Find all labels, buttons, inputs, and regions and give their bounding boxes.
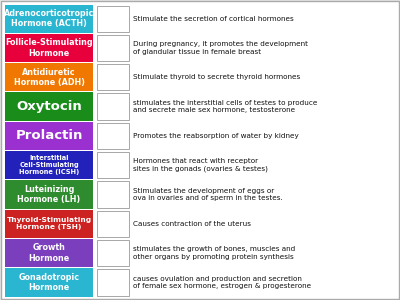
Text: Stimulates the development of eggs or
ova in ovaries and of sperm in the testes.: Stimulates the development of eggs or ov… (133, 188, 283, 201)
Text: Oxytocin: Oxytocin (16, 100, 82, 113)
Bar (97, 269, 129, 296)
Bar (5, 268, 93, 296)
Bar (97, 64, 129, 90)
Text: During pregnancy, it promotes the development
of glandular tissue in female brea: During pregnancy, it promotes the develo… (133, 41, 308, 55)
Text: Stimulate thyroid to secrete thyroid hormones: Stimulate thyroid to secrete thyroid hor… (133, 74, 300, 80)
Text: Follicle-Stimulating
Hormone: Follicle-Stimulating Hormone (5, 38, 93, 58)
Text: Thyroid-Stimulating
Hormone (TSH): Thyroid-Stimulating Hormone (TSH) (6, 217, 92, 230)
Text: stimulates the interstitial cells of testes to produce
and secrete male sex horm: stimulates the interstitial cells of tes… (133, 100, 317, 113)
Text: Stimulate the secretion of cortical hormones: Stimulate the secretion of cortical horm… (133, 16, 294, 22)
Bar (5, 180, 93, 208)
Bar (97, 93, 129, 120)
Bar (5, 122, 93, 150)
Bar (5, 210, 93, 238)
Bar (97, 123, 129, 149)
Bar (97, 181, 129, 208)
Bar (5, 34, 93, 62)
Text: Luteinizing
Hormone (LH): Luteinizing Hormone (LH) (17, 185, 81, 204)
Bar (5, 239, 93, 267)
Text: Promotes the reabsorption of water by kidney: Promotes the reabsorption of water by ki… (133, 133, 299, 139)
Text: Antidiuretic
Hormone (ADH): Antidiuretic Hormone (ADH) (14, 68, 84, 87)
Text: Causes contraction of the uterus: Causes contraction of the uterus (133, 221, 251, 227)
Bar (97, 35, 129, 61)
Text: Gonadotropic
Hormone: Gonadotropic Hormone (18, 273, 80, 292)
Bar (97, 211, 129, 237)
Text: causes ovulation and production and secretion
of female sex hormone, estrogen & : causes ovulation and production and secr… (133, 276, 311, 289)
Bar (5, 151, 93, 179)
Text: stimulates the growth of bones, muscles and
other organs by promoting protein sy: stimulates the growth of bones, muscles … (133, 246, 295, 260)
Text: Interstitial
Cell-Stimulating
Hormone (ICSH): Interstitial Cell-Stimulating Hormone (I… (19, 155, 79, 175)
Text: Adrenocorticotropic
Hormone (ACTH): Adrenocorticotropic Hormone (ACTH) (4, 9, 94, 28)
Bar (97, 152, 129, 178)
Text: Growth
Hormone: Growth Hormone (28, 243, 70, 263)
Bar (5, 4, 93, 33)
Text: Hormones that react with receptor
sites in the gonads (ovaries & testes): Hormones that react with receptor sites … (133, 158, 268, 172)
Bar (5, 63, 93, 92)
Bar (97, 240, 129, 266)
Bar (5, 92, 93, 121)
Bar (97, 5, 129, 32)
Text: Prolactin: Prolactin (15, 129, 83, 142)
